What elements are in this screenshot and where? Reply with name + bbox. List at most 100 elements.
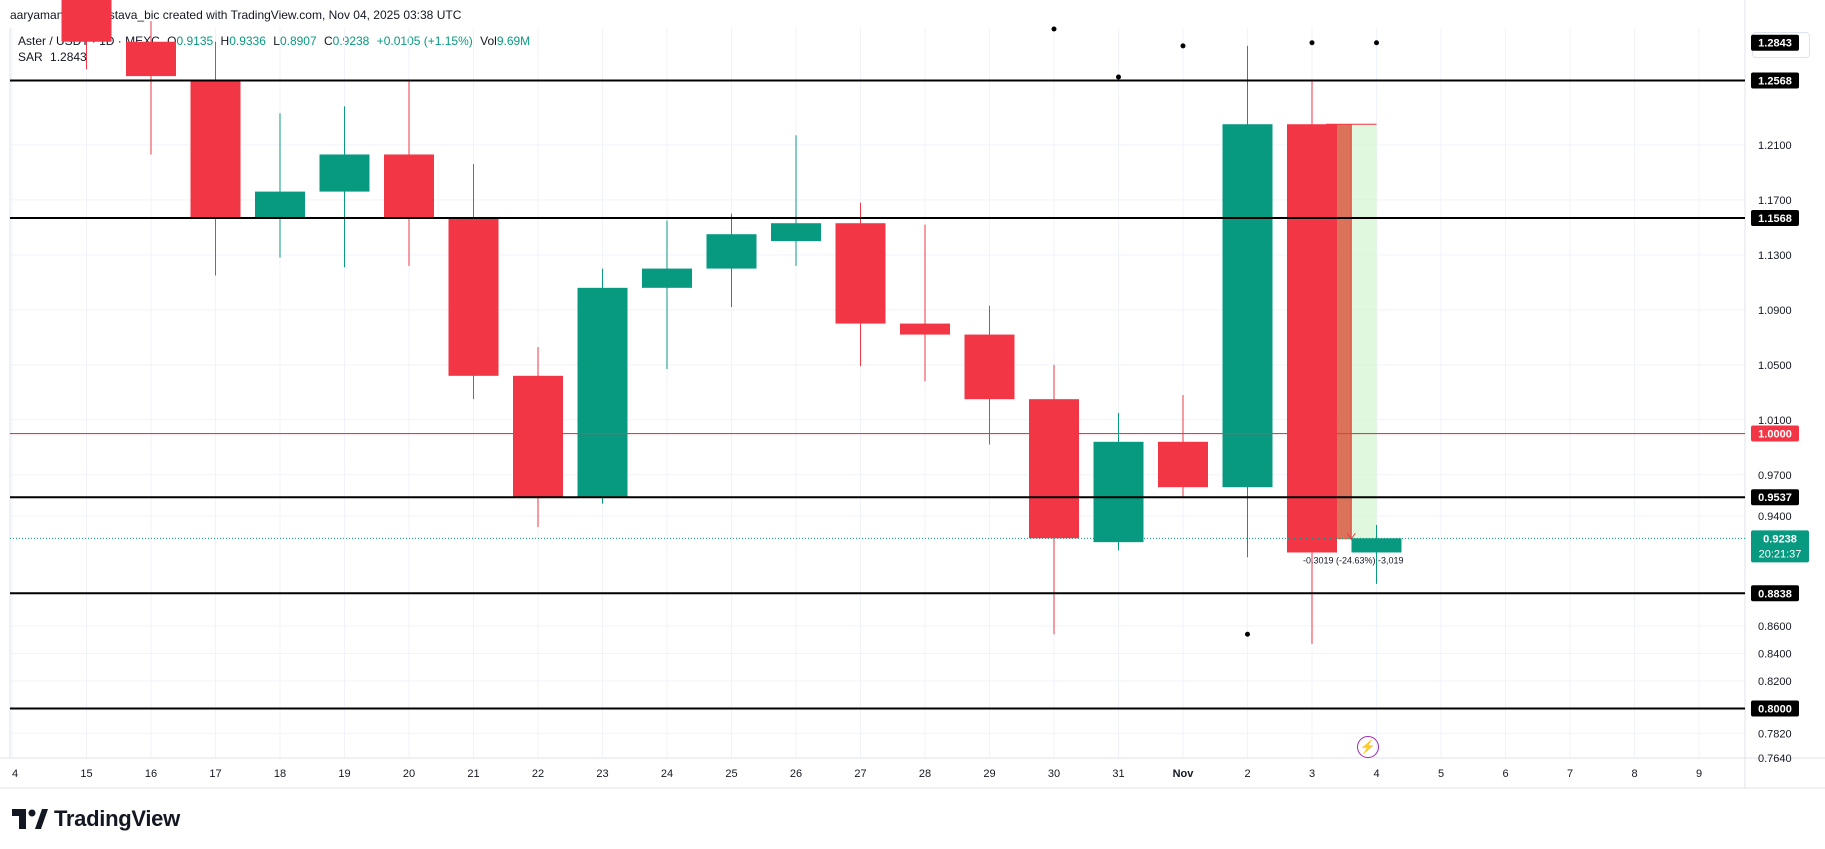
ohlc-row: Aster / USDT · 1D · MEXC O0.9135 H0.9336…: [18, 33, 530, 49]
sar-dot: [1245, 631, 1250, 637]
candle-body[interactable]: [706, 234, 757, 269]
x-tick-label: 8: [1631, 768, 1637, 780]
level-price-tag: [1751, 585, 1799, 602]
sar-dot: [1374, 40, 1379, 46]
candle-body[interactable]: [964, 334, 1015, 400]
level-price-tag: [1751, 700, 1799, 717]
x-tick-label: 2: [1244, 768, 1250, 780]
candle-body[interactable]: [1351, 538, 1402, 553]
sar-price-tag: [1751, 34, 1799, 51]
y-tick-label: 1.1700: [1758, 195, 1792, 207]
sar-price-label: 1.2843: [1758, 38, 1792, 50]
candle-body[interactable]: [642, 268, 692, 288]
candle-body[interactable]: [1029, 399, 1079, 539]
candle-body[interactable]: [61, 0, 112, 42]
x-tick-label: 26: [790, 768, 802, 780]
sar-row[interactable]: SAR 1.2843: [18, 49, 530, 65]
x-tick-label: 16: [145, 768, 157, 780]
x-tick-label: 23: [596, 768, 608, 780]
x-tick-label: 3: [1309, 768, 1315, 780]
volume-label: Vol: [480, 34, 497, 48]
sar-label: SAR: [18, 50, 43, 64]
change-value: +0.0105 (+1.15%): [376, 34, 473, 48]
x-tick-label: 19: [338, 768, 350, 780]
measure-label: -0.3019 (-24.63%) -3,019: [1303, 555, 1404, 565]
candle-body[interactable]: [900, 323, 950, 335]
x-tick-label: 29: [983, 768, 995, 780]
tradingview-logo-icon: [12, 809, 48, 829]
x-tick-label: 30: [1048, 768, 1060, 780]
x-tick-label: 7: [1567, 768, 1573, 780]
measure-range-box[interactable]: [1351, 124, 1377, 540]
x-tick-label: 20: [403, 768, 415, 780]
countdown-label: 20:21:37: [1759, 548, 1802, 560]
x-tick-label: 25: [725, 768, 737, 780]
sar-dot: [1309, 40, 1315, 46]
x-tick-label: 31: [1112, 768, 1124, 780]
level-price-label: 0.9537: [1758, 492, 1792, 504]
y-tick-label: 0.8200: [1758, 676, 1792, 688]
x-tick-label: 17: [209, 768, 221, 780]
low-value: 0.8907: [279, 34, 317, 48]
tradingview-logo[interactable]: TradingView: [12, 806, 180, 832]
sar-dot: [1116, 74, 1121, 80]
x-tick-label: 22: [532, 768, 544, 780]
x-tick-label: 5: [1438, 768, 1444, 780]
y-tick-label: 0.7820: [1758, 728, 1792, 740]
chart-credit: aaryamann_shrivastava_bic created with T…: [10, 8, 462, 22]
x-tick-label: 21: [467, 768, 479, 780]
y-tick-label: 0.7640: [1758, 753, 1792, 765]
y-tick-label: 0.9400: [1758, 511, 1792, 523]
low-label: L: [273, 34, 280, 48]
sar-dot: [1051, 26, 1057, 32]
candle-body[interactable]: [126, 41, 176, 77]
level-price-label: 0.8000: [1758, 704, 1792, 716]
candle-body[interactable]: [319, 154, 370, 192]
candle-body[interactable]: [448, 217, 499, 376]
level-price-label: 1.0000: [1758, 429, 1792, 441]
candle-body[interactable]: [835, 223, 886, 324]
y-tick-label: 0.9700: [1758, 470, 1792, 482]
close-label: C: [323, 34, 333, 48]
level-price-label: 1.1568: [1758, 213, 1792, 225]
level-price-tag: [1751, 489, 1799, 506]
open-label: O: [167, 34, 177, 48]
current-price-tag: [1751, 530, 1809, 563]
current-price-label: 0.9238: [1763, 533, 1797, 545]
y-tick-label: 0.8400: [1758, 649, 1792, 661]
x-tick-label: 28: [919, 768, 931, 780]
candle-body[interactable]: [1222, 124, 1273, 488]
x-tick-label: 27: [854, 768, 866, 780]
x-tick-label: 24: [661, 768, 673, 780]
level-price-label: 0.8838: [1758, 588, 1792, 600]
level-price-tag: [1751, 72, 1799, 89]
candle-body[interactable]: [1287, 124, 1337, 553]
sar-value: 1.2843: [50, 50, 87, 64]
y-tick-label: 1.0500: [1758, 360, 1792, 372]
candle-body[interactable]: [513, 375, 563, 498]
candle-body[interactable]: [384, 154, 434, 218]
y-tick-label: 0.8600: [1758, 621, 1792, 633]
price-chart[interactable]: 1.2100 1.1700 1.1300 1.0900 1.0500 1.0100 0.97…: [0, 0, 1825, 800]
lightning-icon[interactable]: ⚡: [1357, 736, 1379, 758]
tradingview-wordmark: TradingView: [54, 806, 180, 831]
symbol-legend: Aster / USDT · 1D · MEXC O0.9135 H0.9336…: [18, 33, 530, 65]
open-value: 0.9135: [176, 34, 214, 48]
y-tick-label: 1.0100: [1758, 415, 1792, 427]
level-price-tag: [1751, 425, 1799, 442]
candle-body[interactable]: [1093, 441, 1144, 543]
y-tick-label: 1.1300: [1758, 250, 1792, 262]
x-tick-label: 18: [274, 768, 286, 780]
level-price-tag: [1751, 209, 1799, 226]
y-tick-label: 1.0900: [1758, 305, 1792, 317]
measure-arrow-head: [1346, 532, 1356, 541]
candle-body[interactable]: [255, 191, 305, 218]
x-tick-label: 4: [1373, 768, 1379, 780]
volume-value: 9.69M: [496, 34, 531, 48]
candle-body[interactable]: [1158, 441, 1208, 488]
candle-body[interactable]: [771, 223, 821, 242]
candle-body[interactable]: [577, 287, 628, 498]
x-tick-label: 4: [12, 768, 18, 780]
candle-body[interactable]: [190, 80, 241, 218]
x-tick-label: Nov: [1173, 768, 1195, 780]
